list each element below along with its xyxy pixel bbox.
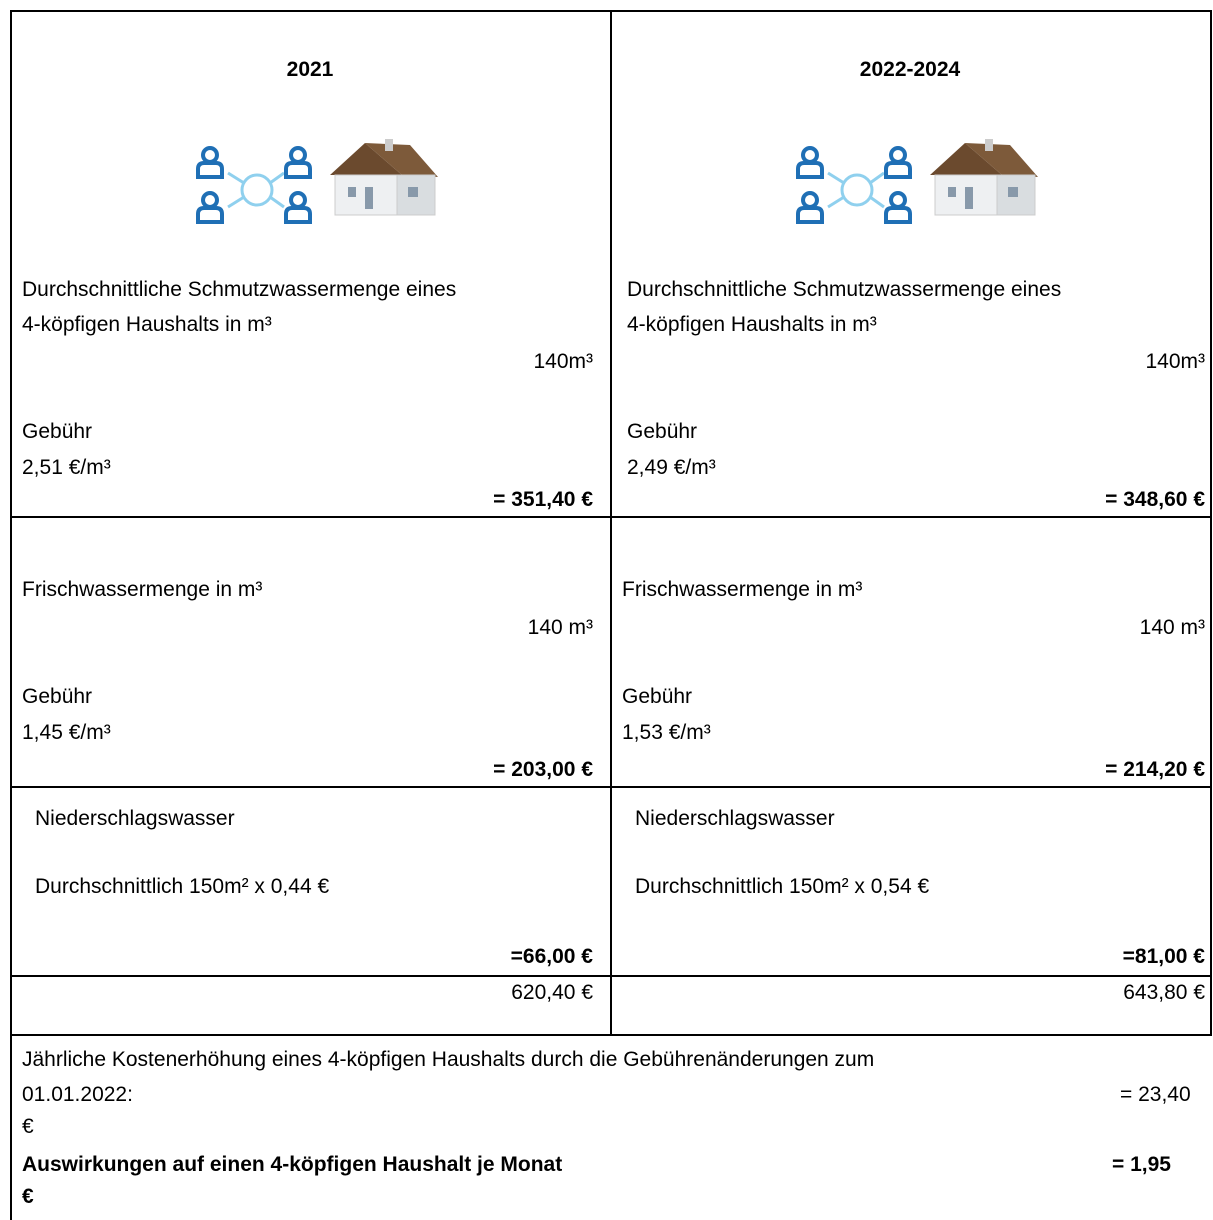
text: Frischwassermenge in m³: [622, 578, 863, 601]
total: = 348,60 €: [1105, 488, 1205, 511]
border: [10, 10, 12, 1220]
sum: 643,80 €: [1123, 981, 1205, 1004]
fee: 2,51 €/m³: [22, 456, 111, 479]
text: 4-köpfigen Haushalts in m³: [627, 313, 877, 336]
text: Niederschlagswasser: [635, 807, 835, 830]
sum: 620,40 €: [511, 981, 593, 1004]
total: = 214,20 €: [1105, 758, 1205, 781]
footer-text: 01.01.2022:: [22, 1083, 133, 1106]
border: [610, 10, 612, 1035]
monthly-unit: €: [22, 1185, 34, 1208]
label: Gebühr: [22, 685, 93, 708]
quantity: 140m³: [533, 350, 593, 373]
total: = 351,40 €: [493, 488, 593, 511]
increase-value: = 23,40: [1120, 1083, 1191, 1106]
border: [1210, 10, 1212, 1035]
quantity: 140 m³: [527, 616, 593, 639]
fee: 1,53 €/m³: [622, 721, 711, 744]
icon: [796, 139, 1038, 224]
text: 4-köpfigen Haushalts in m³: [22, 313, 272, 336]
text: Durchschnittliche Schmutzwassermenge ein…: [22, 278, 457, 301]
text: Niederschlagswasser: [35, 807, 235, 830]
total: =81,00 €: [1122, 945, 1205, 968]
total: =66,00 €: [510, 945, 593, 968]
text: Frischwassermenge in m³: [22, 578, 263, 601]
total: = 203,00 €: [493, 758, 593, 781]
increase-unit: €: [22, 1115, 34, 1138]
monthly-label: Auswirkungen auf einen 4-köpfigen Hausha…: [22, 1153, 563, 1176]
quantity: 140m³: [1145, 350, 1205, 373]
footer-text: Jährliche Kostenerhöhung eines 4-köpfige…: [22, 1048, 875, 1071]
quantity: 140 m³: [1139, 616, 1205, 639]
year: 2021: [286, 58, 334, 81]
text: Durchschnittliche Schmutzwassermenge ein…: [627, 278, 1062, 301]
monthly-value: = 1,95: [1112, 1153, 1171, 1176]
border: [10, 1034, 1212, 1036]
text: Durchschnittlich 150m² x 0,54 €: [635, 875, 930, 898]
fee: 2,49 €/m³: [627, 456, 716, 479]
label: Gebühr: [627, 420, 698, 443]
label: Gebühr: [22, 420, 93, 443]
year: 2022-2024: [859, 58, 961, 81]
icon: [196, 139, 438, 224]
text: Durchschnittlich 150m² x 0,44 €: [35, 875, 330, 898]
fee: 1,45 €/m³: [22, 721, 111, 744]
label: Gebühr: [622, 685, 693, 708]
